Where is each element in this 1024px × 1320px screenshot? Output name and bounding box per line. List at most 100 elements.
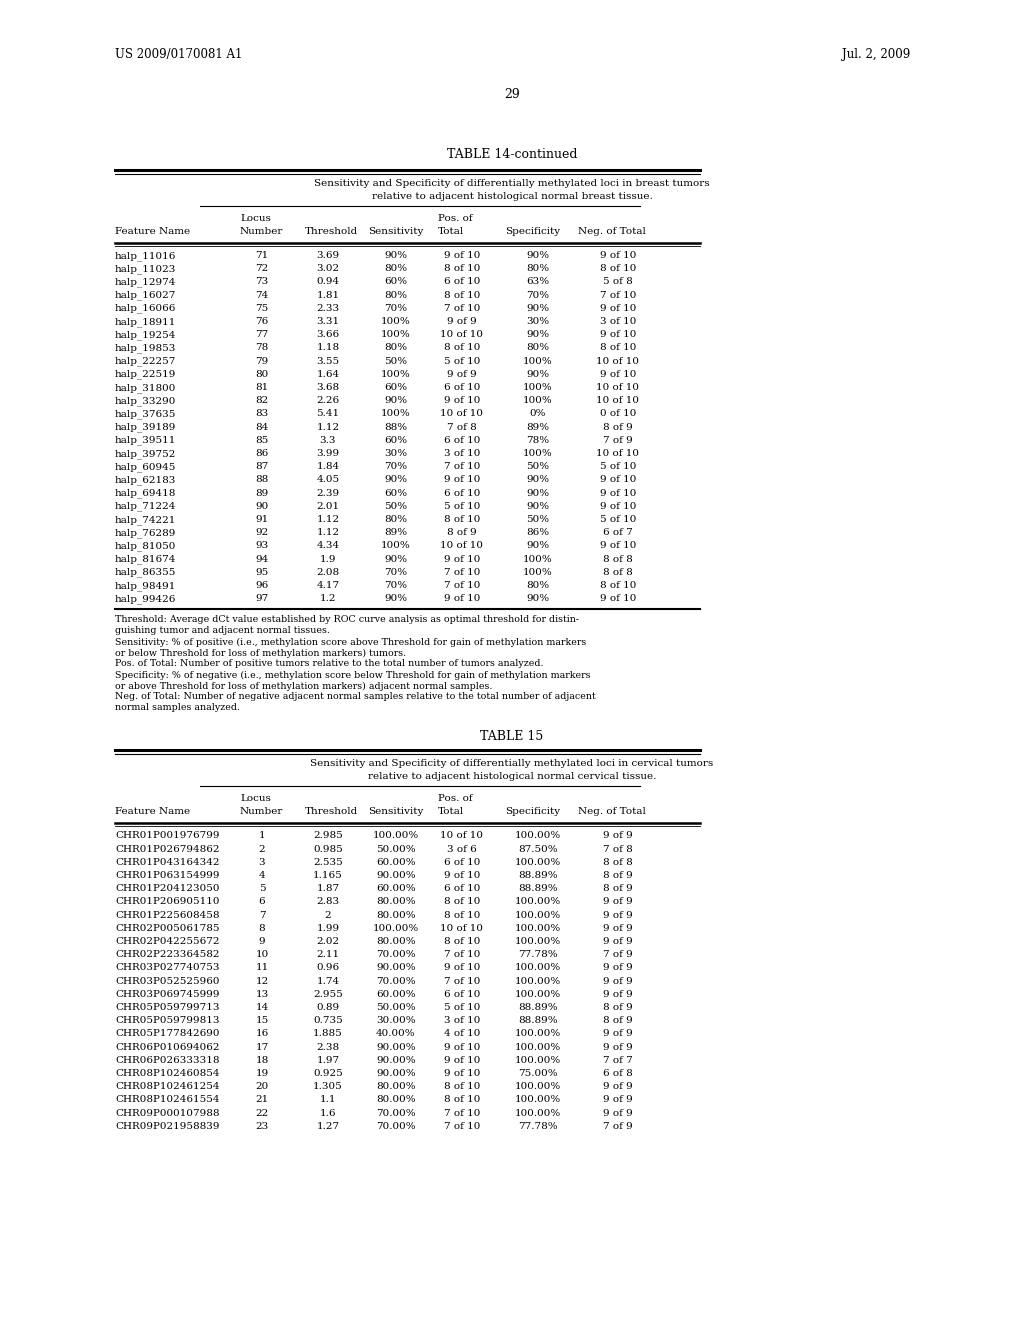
Text: 60.00%: 60.00% (376, 990, 416, 999)
Text: 89%: 89% (384, 528, 408, 537)
Text: 9 of 10: 9 of 10 (443, 554, 480, 564)
Text: 90.00%: 90.00% (376, 964, 416, 973)
Text: 92: 92 (255, 528, 268, 537)
Text: 8 of 10: 8 of 10 (443, 911, 480, 920)
Text: 76: 76 (255, 317, 268, 326)
Text: 9 of 10: 9 of 10 (443, 1043, 480, 1052)
Text: 50%: 50% (526, 515, 550, 524)
Text: 8 of 10: 8 of 10 (600, 343, 636, 352)
Text: 1.6: 1.6 (319, 1109, 336, 1118)
Text: 30.00%: 30.00% (376, 1016, 416, 1026)
Text: 91: 91 (255, 515, 268, 524)
Text: 9 of 10: 9 of 10 (443, 964, 480, 973)
Text: guishing tumor and adjacent normal tissues.: guishing tumor and adjacent normal tissu… (115, 627, 330, 635)
Text: 10 of 10: 10 of 10 (440, 541, 483, 550)
Text: CHR09P000107988: CHR09P000107988 (115, 1109, 219, 1118)
Text: 80.00%: 80.00% (376, 937, 416, 946)
Text: 2.33: 2.33 (316, 304, 340, 313)
Text: 100.00%: 100.00% (515, 1056, 561, 1065)
Text: 1: 1 (259, 832, 265, 841)
Text: 8 of 10: 8 of 10 (443, 898, 480, 907)
Text: 78%: 78% (526, 436, 550, 445)
Text: 1.87: 1.87 (316, 884, 340, 894)
Text: Specificity: % of negative (i.e., methylation score below Threshold for gain of : Specificity: % of negative (i.e., methyl… (115, 671, 591, 680)
Text: 1.84: 1.84 (316, 462, 340, 471)
Text: Sensitivity: Sensitivity (368, 227, 423, 236)
Text: 9 of 9: 9 of 9 (603, 924, 633, 933)
Text: 90%: 90% (526, 594, 550, 603)
Text: 1.885: 1.885 (313, 1030, 343, 1039)
Text: 78: 78 (255, 343, 268, 352)
Text: 7: 7 (259, 911, 265, 920)
Text: CHR01P026794862: CHR01P026794862 (115, 845, 219, 854)
Text: halp_39189: halp_39189 (115, 422, 176, 432)
Text: 9 of 10: 9 of 10 (600, 541, 636, 550)
Text: 79: 79 (255, 356, 268, 366)
Text: 82: 82 (255, 396, 268, 405)
Text: Sensitivity and Specificity of differentially methylated loci in breast tumors: Sensitivity and Specificity of different… (314, 180, 710, 187)
Text: 88.89%: 88.89% (518, 884, 558, 894)
Text: 6 of 10: 6 of 10 (443, 990, 480, 999)
Text: Pos. of: Pos. of (438, 214, 473, 223)
Text: 4.34: 4.34 (316, 541, 340, 550)
Text: normal samples analyzed.: normal samples analyzed. (115, 704, 240, 713)
Text: 100%: 100% (523, 356, 553, 366)
Text: halp_11023: halp_11023 (115, 264, 176, 273)
Text: 70.00%: 70.00% (376, 977, 416, 986)
Text: 50.00%: 50.00% (376, 1003, 416, 1012)
Text: 5 of 10: 5 of 10 (600, 462, 636, 471)
Text: 1.1: 1.1 (319, 1096, 336, 1105)
Text: Specificity: Specificity (505, 227, 560, 236)
Text: 9 of 10: 9 of 10 (600, 251, 636, 260)
Text: Locus: Locus (240, 214, 271, 223)
Text: 70%: 70% (384, 304, 408, 313)
Text: 20: 20 (255, 1082, 268, 1092)
Text: Jul. 2, 2009: Jul. 2, 2009 (842, 48, 910, 61)
Text: 4.17: 4.17 (316, 581, 340, 590)
Text: 1.305: 1.305 (313, 1082, 343, 1092)
Text: halp_11016: halp_11016 (115, 251, 176, 260)
Text: 7 of 10: 7 of 10 (443, 568, 480, 577)
Text: 90%: 90% (384, 475, 408, 484)
Text: 7 of 9: 7 of 9 (603, 950, 633, 960)
Text: 9 of 10: 9 of 10 (600, 304, 636, 313)
Text: 88.89%: 88.89% (518, 871, 558, 880)
Text: 30%: 30% (384, 449, 408, 458)
Text: 9 of 10: 9 of 10 (600, 330, 636, 339)
Text: CHR05P059799713: CHR05P059799713 (115, 1003, 219, 1012)
Text: halp_76289: halp_76289 (115, 528, 176, 537)
Text: 4: 4 (259, 871, 265, 880)
Text: 90: 90 (255, 502, 268, 511)
Text: 63%: 63% (526, 277, 550, 286)
Text: 6 of 7: 6 of 7 (603, 528, 633, 537)
Text: 1.27: 1.27 (316, 1122, 340, 1131)
Text: 9 of 10: 9 of 10 (600, 594, 636, 603)
Text: 7 of 9: 7 of 9 (603, 436, 633, 445)
Text: halp_74221: halp_74221 (115, 515, 176, 524)
Text: 5 of 10: 5 of 10 (443, 356, 480, 366)
Text: 83: 83 (255, 409, 268, 418)
Text: 86: 86 (255, 449, 268, 458)
Text: 1.12: 1.12 (316, 515, 340, 524)
Text: 1.18: 1.18 (316, 343, 340, 352)
Text: 5 of 10: 5 of 10 (443, 502, 480, 511)
Text: halp_18911: halp_18911 (115, 317, 176, 326)
Text: 3.55: 3.55 (316, 356, 340, 366)
Text: 10 of 10: 10 of 10 (440, 924, 483, 933)
Text: 29: 29 (504, 88, 520, 102)
Text: halp_81050: halp_81050 (115, 541, 176, 550)
Text: 0.985: 0.985 (313, 845, 343, 854)
Text: halp_69418: halp_69418 (115, 488, 176, 498)
Text: 23: 23 (255, 1122, 268, 1131)
Text: 8 of 9: 8 of 9 (603, 1016, 633, 1026)
Text: 85: 85 (255, 436, 268, 445)
Text: 9 of 9: 9 of 9 (603, 911, 633, 920)
Text: 80%: 80% (526, 264, 550, 273)
Text: 7 of 10: 7 of 10 (443, 977, 480, 986)
Text: 2.11: 2.11 (316, 950, 340, 960)
Text: 100.00%: 100.00% (515, 1082, 561, 1092)
Text: 50%: 50% (384, 502, 408, 511)
Text: 2.83: 2.83 (316, 898, 340, 907)
Text: 7 of 10: 7 of 10 (443, 462, 480, 471)
Text: 8 of 10: 8 of 10 (600, 264, 636, 273)
